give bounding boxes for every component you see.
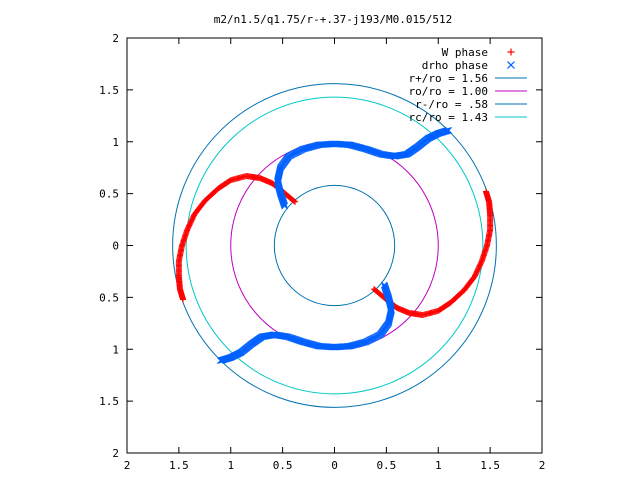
x-tick-label: 1 <box>227 459 234 472</box>
circle-2 <box>230 141 439 350</box>
series-2-point <box>217 357 224 365</box>
x-tick-label: 2 <box>124 459 131 472</box>
legend-label: W phase <box>442 46 488 59</box>
y-tick-label: 2 <box>112 32 119 45</box>
y-tick-label: 1 <box>112 136 119 149</box>
legend-label: r+/ro = 1.56 <box>409 72 488 85</box>
x-tick-label: 0.5 <box>376 459 396 472</box>
y-tick-label: 2 <box>112 447 119 460</box>
series-2-point <box>445 126 452 134</box>
legend-label: ro/ro = 1.00 <box>409 85 488 98</box>
ticks-layer: 2 1.5 1 0.5 0 0.5 1 1.5 221.510.500.511.52 <box>99 32 545 472</box>
legend-label: drho phase <box>422 59 488 72</box>
series-1-point <box>482 188 489 195</box>
circle-1 <box>172 83 497 408</box>
legend-label: rc/ro = 1.43 <box>409 111 488 124</box>
y-tick-label: 0.5 <box>99 188 119 201</box>
series-1-arm-1 <box>175 172 299 303</box>
circles-layer <box>172 83 497 408</box>
circle-3 <box>273 184 396 307</box>
x-tick-label: 0.5 <box>273 459 293 472</box>
legend-marker <box>507 61 515 69</box>
series-2-arm-2 <box>217 281 395 365</box>
x-tick-label: 2 <box>539 459 546 472</box>
y-tick-label: 1.5 <box>99 84 119 97</box>
x-tick-label: 0 <box>331 459 338 472</box>
y-tick-label: 0 <box>112 240 119 253</box>
x-tick-label: 1 <box>435 459 442 472</box>
y-tick-label: 1.5 <box>99 395 119 408</box>
series-2-arm-1 <box>274 126 452 210</box>
circle-4 <box>185 96 484 395</box>
legend-label: r-/ro = .58 <box>415 98 488 111</box>
x-tick-label: 1.5 <box>169 459 189 472</box>
y-tick-label: 0.5 <box>99 291 119 304</box>
chart-title: m2/n1.5/q1.75/r-+.37-j193/M0.015/512 <box>214 13 452 26</box>
legend-marker <box>507 48 515 56</box>
series-1-arm-2 <box>370 188 494 319</box>
series-1-point <box>180 296 187 303</box>
y-tick-label: 1 <box>112 343 119 356</box>
x-tick-label: 1.5 <box>480 459 500 472</box>
points-layer <box>175 126 494 365</box>
